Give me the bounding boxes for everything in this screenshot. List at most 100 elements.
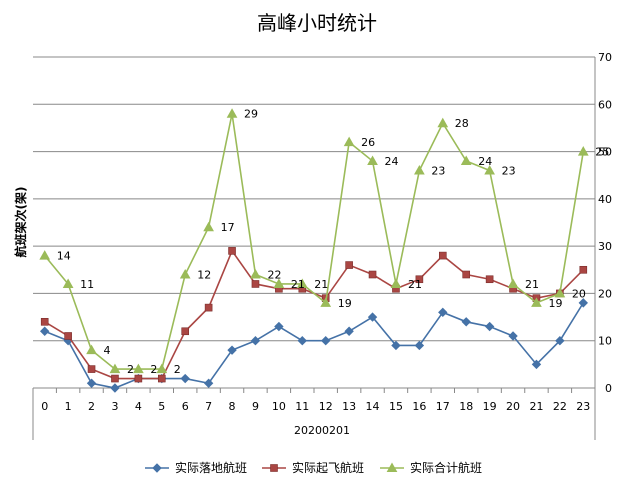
data-point-s0: [391, 340, 401, 351]
data-point-s0: [321, 336, 331, 346]
data-point-s1: [87, 365, 96, 373]
data-point-s2: [320, 297, 332, 307]
data-point-s0: [461, 317, 471, 327]
data-point-s2: [437, 117, 449, 128]
y-tick-label: 40: [598, 193, 612, 206]
y-tick-label: 20: [598, 287, 612, 300]
data-label: 23: [502, 164, 516, 177]
y-axis-label: 航班架次(架): [13, 187, 28, 258]
data-point-s2: [577, 146, 589, 156]
data-point-s0: [414, 340, 425, 351]
data-point-s2: [414, 164, 425, 175]
data-point-s2: [531, 297, 542, 307]
legend-marker: [152, 463, 162, 473]
y-tick-label: 70: [598, 51, 612, 64]
data-point-s0: [484, 321, 495, 332]
data-point-s1: [134, 374, 143, 383]
data-point-s1: [462, 270, 471, 279]
x-tick-label: 16: [412, 400, 426, 413]
data-label: 2: [127, 363, 134, 376]
data-point-s2: [484, 164, 495, 175]
data-point-s1: [251, 280, 260, 288]
series-line-0: [44, 302, 584, 389]
data-label: 14: [57, 250, 71, 263]
x-tick-label: 6: [182, 400, 189, 413]
data-label: 24: [385, 155, 399, 168]
x-tick-label: 13: [342, 400, 356, 413]
x-axis-label: 20200201: [294, 424, 350, 437]
data-label: 29: [244, 108, 258, 121]
data-point-s2: [250, 268, 261, 279]
data-point-s1: [415, 275, 424, 284]
data-label: 2: [174, 363, 181, 376]
x-tick-label: 7: [205, 400, 212, 413]
data-point-s1: [204, 303, 213, 312]
legend-label: 实际落地航班: [175, 460, 247, 475]
x-tick-label: 1: [65, 400, 72, 413]
data-point-s2: [133, 363, 144, 374]
data-point-s2: [554, 287, 566, 298]
x-tick-label: 15: [389, 400, 403, 413]
data-label: 11: [80, 278, 94, 291]
x-tick-label: 2: [88, 400, 95, 413]
data-label: 22: [267, 269, 281, 282]
legend: 实际落地航班 实际起飞航班 实际合计航班: [145, 460, 482, 475]
data-point-s2: [296, 278, 308, 288]
y-tick-label: 30: [598, 240, 612, 253]
series-line-2: [44, 113, 585, 370]
data-point-s1: [228, 247, 236, 255]
x-tick-label: 14: [366, 400, 380, 413]
data-point-s1: [111, 374, 119, 383]
data-point-s0: [508, 331, 518, 341]
y-tick-label: 60: [598, 98, 612, 111]
data-point-s1: [345, 261, 353, 269]
data-point-s2: [460, 155, 472, 166]
x-tick-label: 18: [459, 400, 473, 413]
y-tick-label: 50: [598, 146, 612, 159]
data-label: 21: [314, 278, 328, 291]
data-point-s2: [367, 155, 378, 166]
x-tick-label: 5: [158, 400, 165, 413]
x-tick-label: 11: [295, 400, 309, 413]
x-tick-label: 23: [576, 400, 590, 413]
data-label: 21: [525, 278, 539, 291]
data-point-s0: [250, 336, 261, 346]
x-tick-label: 8: [229, 400, 236, 413]
data-point-s2: [273, 278, 285, 288]
data-label: 2: [150, 363, 157, 376]
legend-label: 实际合计航班: [410, 460, 482, 475]
data-point-s1: [181, 327, 190, 336]
data-point-s2: [390, 278, 402, 288]
data-point-s2: [343, 136, 355, 147]
x-tick-label: 4: [135, 400, 142, 413]
data-point-s1: [40, 317, 49, 326]
data-point-s2: [109, 363, 121, 374]
data-label: 4: [104, 344, 111, 357]
x-tick-label: 22: [553, 400, 567, 413]
data-point-s0: [344, 326, 354, 336]
data-point-s0: [180, 373, 190, 384]
data-label: 12: [197, 269, 211, 282]
data-point-s0: [531, 359, 542, 370]
y-tick-label: 0: [605, 382, 612, 395]
data-label: 26: [361, 136, 375, 149]
data-label: 23: [431, 164, 445, 177]
data-point-s1: [485, 275, 494, 284]
x-tick-label: 0: [41, 400, 48, 413]
data-point-s1: [368, 270, 377, 279]
data-point-s1: [579, 265, 588, 274]
x-tick-label: 9: [252, 400, 259, 413]
legend-marker: [386, 462, 398, 472]
data-point-s0: [438, 307, 448, 318]
legend-label: 实际起飞航班: [292, 460, 364, 475]
data-label: 20: [572, 287, 586, 300]
data-point-s2: [39, 250, 51, 260]
x-tick-label: 21: [529, 400, 543, 413]
data-label: 17: [221, 221, 235, 234]
data-point-s2: [86, 344, 97, 355]
data-point-s0: [274, 321, 284, 332]
x-tick-label: 19: [483, 400, 497, 413]
data-point-s0: [555, 336, 565, 346]
